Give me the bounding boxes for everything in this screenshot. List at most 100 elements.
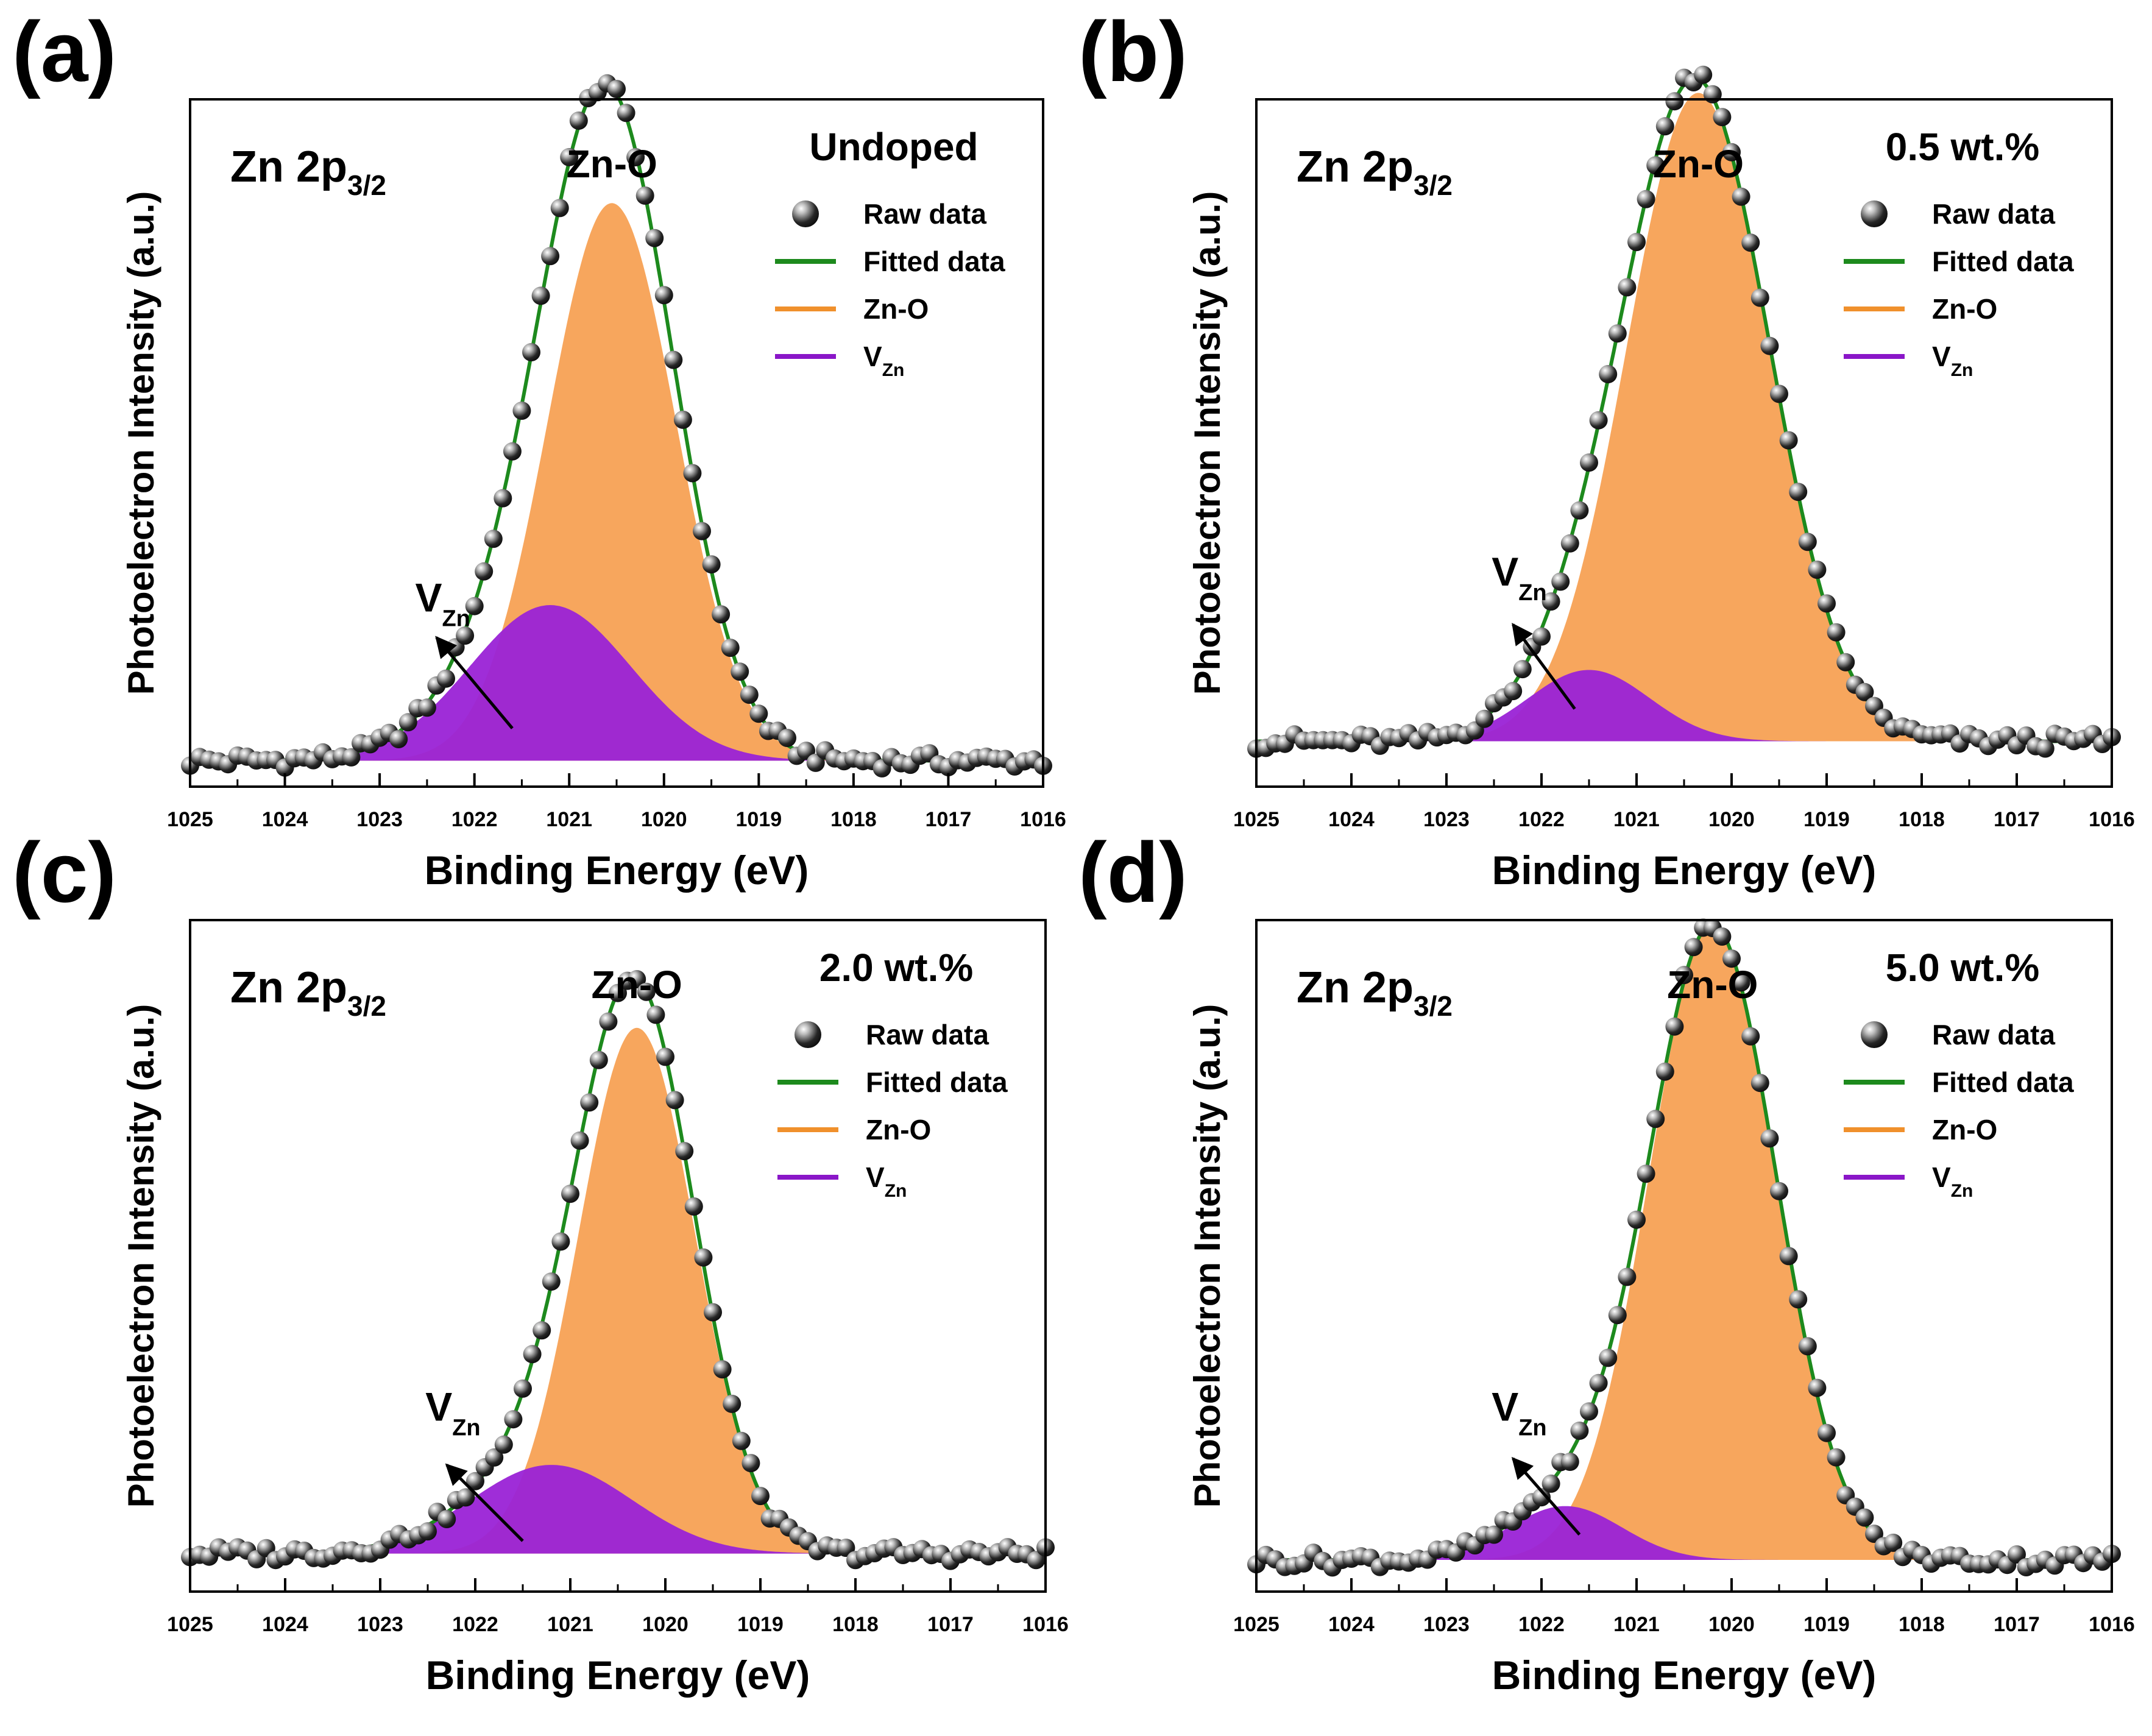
raw-data-point xyxy=(749,704,768,723)
raw-data-point xyxy=(635,186,654,205)
raw-data-point xyxy=(637,982,656,1001)
legend-label: VZn xyxy=(1932,341,1973,380)
raw-data-point xyxy=(1818,1423,1836,1442)
raw-data-point xyxy=(569,112,588,130)
raw-data-point xyxy=(626,148,645,166)
x-tick-label: 1020 xyxy=(641,808,687,831)
x-tick-label: 1023 xyxy=(356,808,403,831)
raw-data-point xyxy=(673,410,692,429)
x-tick-label: 1021 xyxy=(547,1613,593,1636)
raw-data-point xyxy=(607,80,626,98)
x-tick-label: 1024 xyxy=(1328,1613,1375,1636)
raw-data-point xyxy=(465,597,484,615)
x-tick-label: 1017 xyxy=(927,1613,974,1636)
raw-data-point xyxy=(1694,65,1713,84)
vzn-arrow xyxy=(435,636,514,729)
raw-data-point xyxy=(512,402,531,420)
raw-data-point xyxy=(1713,108,1732,127)
raw-data-point xyxy=(694,1248,713,1267)
raw-data-point xyxy=(1646,1110,1665,1128)
vzn-arrow-label: VZn xyxy=(1492,549,1546,606)
x-tick-label: 1022 xyxy=(1518,808,1565,831)
zn-o-peak-area xyxy=(1256,93,2112,742)
raw-data-point xyxy=(1808,561,1827,579)
raw-data-point xyxy=(437,1510,456,1528)
raw-data-point xyxy=(2036,739,2055,758)
raw-data-point xyxy=(1599,365,1618,383)
raw-data-point xyxy=(1655,117,1674,136)
raw-data-point xyxy=(1675,966,1693,985)
raw-data-point xyxy=(589,1050,608,1069)
raw-data-point xyxy=(740,686,759,704)
x-axis-label: Binding Energy (eV) xyxy=(1492,848,1877,893)
raw-data-point xyxy=(732,1431,751,1450)
raw-data-point xyxy=(1608,1306,1627,1325)
vzn-arrow-label-sub: Zn xyxy=(1518,580,1546,606)
raw-data-point xyxy=(1655,1062,1674,1081)
raw-data-point xyxy=(684,1197,703,1216)
raw-data-point xyxy=(1608,324,1627,343)
raw-data-point xyxy=(1627,1210,1646,1229)
raw-data-point xyxy=(713,1360,732,1379)
x-tick-label: 1019 xyxy=(1803,808,1850,831)
vzn-peak-area xyxy=(190,1465,1046,1554)
raw-data-point xyxy=(1560,1453,1579,1471)
raw-data-point xyxy=(398,713,417,732)
peak-label: Zn-O xyxy=(1653,142,1744,186)
y-axis-label: Photoelectron Intensity (a.u.) xyxy=(1187,191,1228,695)
raw-data-point xyxy=(1637,190,1655,208)
raw-data-point xyxy=(1589,1373,1608,1392)
sample-label: 0.5 wt.% xyxy=(1886,125,2040,169)
panel-c: 1025 1024 1023 1022 1021 1020 1019 1018 1017 1016… xyxy=(12,824,1069,1698)
raw-data-point xyxy=(1618,1267,1637,1286)
raw-data-point xyxy=(1741,1027,1760,1046)
x-tick-label: 1019 xyxy=(1803,1613,1850,1636)
raw-data-point xyxy=(1722,949,1741,968)
panel-b: 1025 1024 1023 1022 1021 1020 1019 1018 1017 1016… xyxy=(1078,4,2135,893)
raw-data-point xyxy=(1532,1488,1551,1507)
raw-data-point xyxy=(723,1394,742,1413)
vzn-arrow-label: VZn xyxy=(1492,1384,1546,1440)
x-tick-label: 1016 xyxy=(1020,808,1066,831)
x-tick-label: 1023 xyxy=(1423,1613,1470,1636)
raw-data-point xyxy=(419,1522,437,1541)
raw-data-point xyxy=(1827,623,1846,642)
raw-data-point xyxy=(570,1131,589,1150)
raw-data-point xyxy=(1599,1348,1618,1367)
raw-data-point xyxy=(742,1454,760,1473)
raw-data-point xyxy=(1732,187,1750,206)
vzn-peak-area xyxy=(190,605,1043,761)
legend-label: Zn-O xyxy=(1932,293,1997,325)
raw-data-point xyxy=(1827,1448,1846,1467)
raw-data-point xyxy=(1560,534,1579,553)
y-axis-label: Photoelectron Intensity (a.u.) xyxy=(1187,1004,1228,1508)
legend: Raw data Fitted data Zn-O VZn xyxy=(1844,198,2074,380)
x-tick-label: 1017 xyxy=(926,808,972,831)
legend-label: Zn-O xyxy=(866,1114,931,1146)
raw-data-point xyxy=(1884,1533,1903,1552)
vzn-arrow-label-sub: Zn xyxy=(1518,1415,1546,1440)
legend-raw-marker xyxy=(795,1021,821,1048)
zn-o-peak-area xyxy=(190,1027,1046,1554)
raw-data-point xyxy=(599,1012,618,1031)
vzn-arrow xyxy=(1512,623,1576,710)
x-axis-label: Binding Energy (eV) xyxy=(426,1653,810,1698)
raw-data-point xyxy=(417,698,436,717)
raw-data-point xyxy=(485,1448,504,1467)
raw-data-point xyxy=(704,1303,722,1322)
raw-data-point xyxy=(1789,1290,1808,1309)
raw-data-point xyxy=(1618,278,1637,297)
raw-data-point xyxy=(656,1047,674,1066)
raw-data-point xyxy=(531,286,550,305)
raw-data-point xyxy=(1570,1422,1589,1440)
legend-label: Raw data xyxy=(1932,1019,2055,1050)
raw-data-point xyxy=(342,748,361,767)
spectrum-title-sub: 3/2 xyxy=(1414,169,1453,201)
raw-data-point xyxy=(1770,384,1788,403)
raw-data-point xyxy=(522,343,540,361)
raw-data-point xyxy=(1760,1129,1779,1148)
spectrum-title: Zn 2p3/2 xyxy=(1297,963,1453,1022)
x-tick-label: 1025 xyxy=(167,1613,213,1636)
panel-label: (a) xyxy=(12,4,116,99)
